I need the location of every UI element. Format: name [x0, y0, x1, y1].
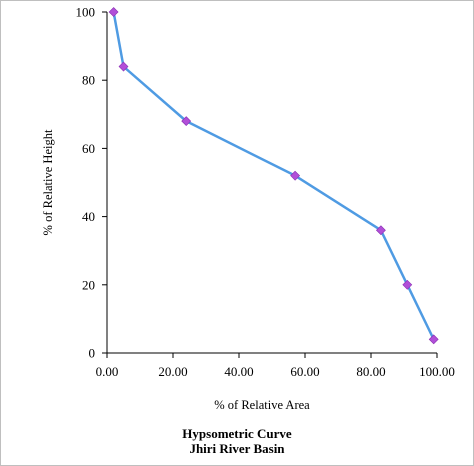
y-tick-label: 80 — [82, 73, 95, 88]
data-point-marker — [181, 116, 192, 127]
x-tick-label: 60.00 — [290, 364, 319, 379]
x-tick-label: 0.00 — [96, 364, 119, 379]
chart-title: Hypsometric Curve — [182, 426, 292, 441]
y-tick-label: 0 — [89, 346, 96, 361]
y-tick-label: 40 — [82, 209, 95, 224]
x-tick-label: 100.00 — [419, 364, 455, 379]
x-tick-label: 40.00 — [224, 364, 253, 379]
data-point-marker — [108, 7, 119, 17]
x-axis-ticks: 0.00 20.00 40.00 60.00 80.00 100.00 — [96, 353, 455, 379]
data-point-marker — [402, 279, 413, 290]
y-tick-label: 20 — [82, 277, 95, 292]
data-point-marker — [428, 334, 439, 345]
data-point-marker — [375, 225, 386, 236]
data-point-marker — [118, 61, 129, 72]
y-axis-title: % of Relative Height — [41, 129, 55, 235]
y-tick-label: 100 — [76, 5, 96, 20]
data-point-marker — [290, 170, 301, 181]
y-axis-ticks: 0 20 40 60 80 100 — [76, 5, 107, 361]
x-axis-title: % of Relative Area — [214, 398, 310, 412]
x-tick-label: 80.00 — [356, 364, 385, 379]
y-tick-label: 60 — [82, 141, 95, 156]
hypsometric-chart: 0 20 40 60 80 100 0.00 20.00 40.00 60.00 80.00 100… — [41, 5, 455, 413]
x-tick-label: 20.00 — [158, 364, 187, 379]
series-hypsometric — [108, 7, 439, 345]
chart-caption: Hypsometric Curve Jhiri River Basin — [0, 426, 474, 456]
chart-subtitle: Jhiri River Basin — [189, 441, 285, 456]
series-line — [112, 11, 435, 340]
